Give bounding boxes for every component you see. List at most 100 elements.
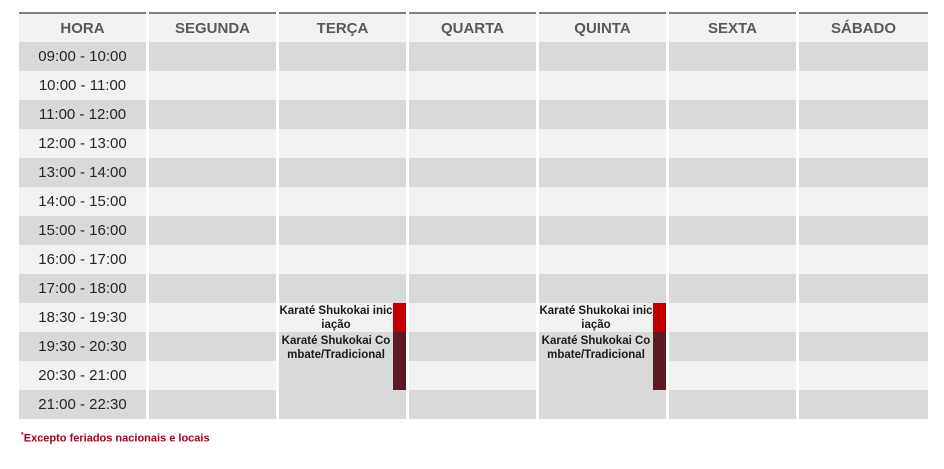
schedule-cell xyxy=(409,216,536,245)
column-header: QUINTA xyxy=(539,12,666,42)
schedule-cell xyxy=(539,158,666,187)
schedule-cell xyxy=(669,42,796,71)
schedule-cell xyxy=(149,100,276,129)
schedule-cell xyxy=(669,71,796,100)
schedule-cell xyxy=(539,71,666,100)
schedule-cell xyxy=(539,245,666,274)
schedule-cell xyxy=(669,332,796,361)
time-slot: 12:00 - 13:00 xyxy=(19,129,146,158)
event-color-bar xyxy=(393,303,406,332)
schedule-cell xyxy=(799,245,928,274)
time-slot: 19:30 - 20:30 xyxy=(19,332,146,361)
schedule-cell xyxy=(409,390,536,419)
schedule-cell xyxy=(799,303,928,332)
event-title: Karaté Shukokai iniciação xyxy=(279,305,393,331)
schedule-cell xyxy=(409,129,536,158)
schedule-cell xyxy=(799,187,928,216)
schedule-cell xyxy=(149,303,276,332)
time-slot: 21:00 - 22:30 xyxy=(19,390,146,419)
class-event: Karaté Shukokai Combate/Tradicional xyxy=(279,332,406,390)
schedule-cell xyxy=(799,100,928,129)
schedule-cell xyxy=(669,129,796,158)
time-slot: 14:00 - 15:00 xyxy=(19,187,146,216)
footnote-text: Excepto feriados nacionais e locais xyxy=(23,432,210,445)
event-title: Karaté Shukokai Combate/Tradicional xyxy=(541,335,651,361)
schedule-cell xyxy=(149,332,276,361)
column-header: TERÇA xyxy=(279,12,406,42)
schedule-cell xyxy=(669,245,796,274)
class-event: Karaté Shukokai iniciação xyxy=(539,303,666,332)
schedule-cell xyxy=(409,71,536,100)
schedule-cell xyxy=(539,100,666,129)
schedule-cell xyxy=(799,158,928,187)
time-slot: 13:00 - 14:00 xyxy=(19,158,146,187)
schedule-cell xyxy=(669,158,796,187)
time-slot: 10:00 - 11:00 xyxy=(19,71,146,100)
schedule-cell xyxy=(539,187,666,216)
schedule-cell xyxy=(539,274,666,303)
schedule-cell xyxy=(669,100,796,129)
column-header: QUARTA xyxy=(409,12,536,42)
schedule-cell xyxy=(669,303,796,332)
schedule-cell xyxy=(279,187,406,216)
time-slot: 16:00 - 17:00 xyxy=(19,245,146,274)
schedule-cell xyxy=(409,158,536,187)
time-slot: 11:00 - 12:00 xyxy=(19,100,146,129)
schedule-cell xyxy=(669,361,796,390)
schedule-cell xyxy=(799,332,928,361)
schedule-cell xyxy=(669,187,796,216)
schedule-cell xyxy=(279,245,406,274)
footnote: *Excepto feriados nacionais e locais xyxy=(21,432,210,445)
column-header: SÁBADO xyxy=(799,12,928,42)
column-header: SEXTA xyxy=(669,12,796,42)
schedule-cell xyxy=(539,129,666,158)
schedule-cell xyxy=(149,390,276,419)
schedule-cell xyxy=(409,303,536,332)
schedule-cell xyxy=(669,216,796,245)
schedule-cell xyxy=(669,390,796,419)
schedule-table: HORA SEGUNDA TERÇA QUARTA QUINTA SEXTA SÁBADO K… xyxy=(19,12,928,419)
column-header: HORA xyxy=(19,12,146,42)
schedule-cell xyxy=(279,216,406,245)
schedule-cell xyxy=(799,390,928,419)
schedule-cell xyxy=(539,390,666,419)
schedule-cell xyxy=(799,274,928,303)
schedule-cell xyxy=(279,390,406,419)
class-event: Karaté Shukokai Combate/Tradicional xyxy=(539,332,666,390)
schedule-cell xyxy=(409,245,536,274)
time-slot: 15:00 - 16:00 xyxy=(19,216,146,245)
column-header: SEGUNDA xyxy=(149,12,276,42)
time-slot: 20:30 - 21:00 xyxy=(19,361,146,390)
schedule-cell xyxy=(409,274,536,303)
event-color-bar xyxy=(653,303,666,332)
event-color-bar xyxy=(393,332,406,390)
schedule-cell xyxy=(799,71,928,100)
schedule-cell xyxy=(279,71,406,100)
schedule-cell xyxy=(409,187,536,216)
schedule-cell xyxy=(279,100,406,129)
time-slot: 18:30 - 19:30 xyxy=(19,303,146,332)
schedule-cell xyxy=(149,216,276,245)
schedule-cell xyxy=(409,42,536,71)
schedule-cell xyxy=(799,129,928,158)
event-color-bar xyxy=(653,332,666,390)
schedule-cell xyxy=(149,158,276,187)
schedule-cell xyxy=(149,187,276,216)
schedule-cell xyxy=(669,274,796,303)
schedule-cell xyxy=(149,245,276,274)
time-slot: 09:00 - 10:00 xyxy=(19,42,146,71)
schedule-cell xyxy=(149,71,276,100)
footnote-mark: * xyxy=(21,432,24,439)
schedule-cell xyxy=(799,361,928,390)
event-title: Karaté Shukokai Combate/Tradicional xyxy=(281,335,391,361)
schedule-cell xyxy=(149,129,276,158)
schedule-cell xyxy=(149,274,276,303)
schedule-cell xyxy=(539,216,666,245)
class-event: Karaté Shukokai iniciação xyxy=(279,303,406,332)
schedule-cell xyxy=(279,42,406,71)
schedule-cell xyxy=(799,216,928,245)
schedule-cell xyxy=(409,332,536,361)
schedule-cell xyxy=(409,100,536,129)
schedule-cell xyxy=(409,361,536,390)
schedule-cell xyxy=(279,129,406,158)
